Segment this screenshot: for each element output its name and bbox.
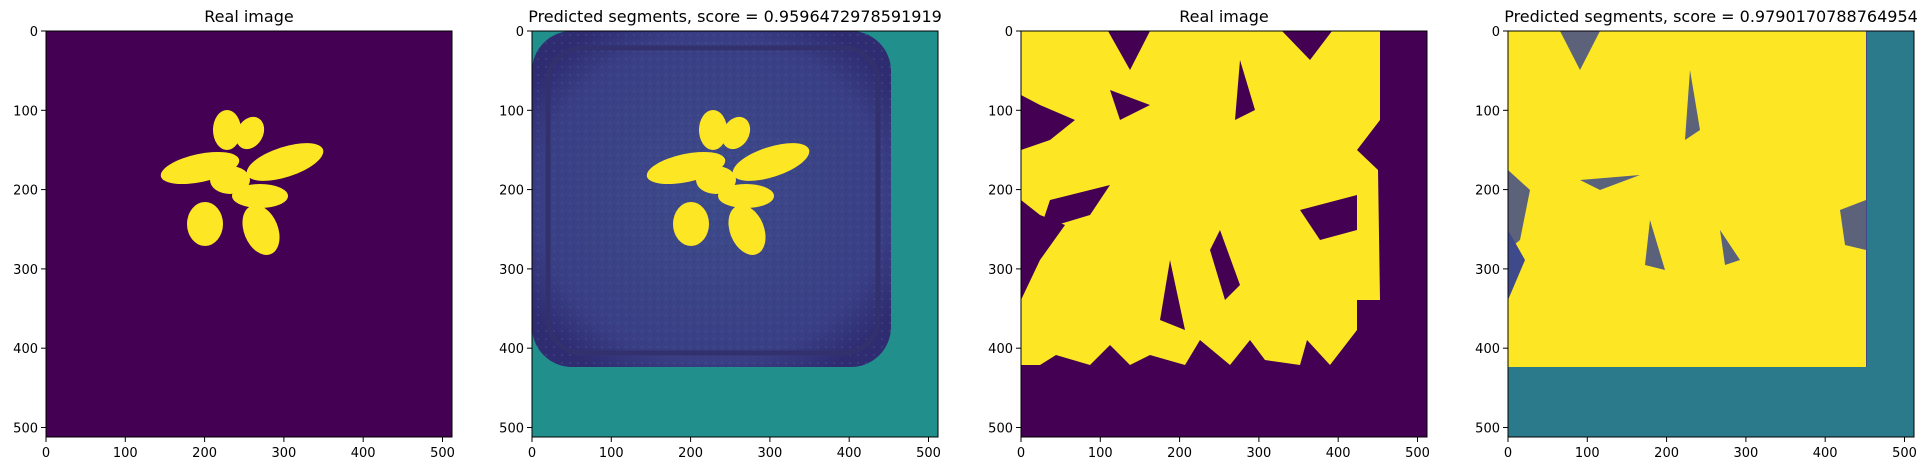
- x-tick-label: 100: [113, 446, 138, 461]
- x-tick-label: 100: [1088, 446, 1113, 461]
- y-tick-label: 0: [30, 25, 38, 40]
- panel-2: [532, 31, 938, 437]
- x-tick-label: 300: [271, 446, 296, 461]
- x-tick-label: 200: [192, 446, 217, 461]
- panel-1-axes: Real image 0 100 200 300 400 500 0 100 200 300 400 5…: [13, 7, 455, 461]
- y-tick-label: 100: [988, 104, 1013, 119]
- x-tick-label: 400: [1813, 446, 1838, 461]
- panel-4-frame: [1507, 30, 1915, 438]
- x-tick-label: 0: [1017, 446, 1025, 461]
- panel-4-title: Predicted segments, score = 0.9790170788…: [1504, 7, 1918, 26]
- x-tick-label: 400: [1326, 446, 1351, 461]
- x-tick-label: 500: [430, 446, 455, 461]
- x-tick-label: 100: [599, 446, 624, 461]
- panel-3-frame: [1020, 30, 1428, 438]
- y-tick-label: 100: [1475, 104, 1500, 119]
- x-tick-label: 0: [1504, 446, 1512, 461]
- x-tick-label: 500: [1892, 446, 1917, 461]
- x-tick-label: 300: [1733, 446, 1758, 461]
- y-tick-label: 500: [1475, 421, 1500, 436]
- panel-3-image: [1021, 31, 1427, 437]
- panel-1-frame: [45, 30, 453, 438]
- y-tick-label: 0: [1005, 25, 1013, 40]
- x-tick-label: 200: [678, 446, 703, 461]
- panel-4-axes: Predicted segments, score = 0.9790170788…: [1475, 7, 1918, 461]
- y-tick-label: 100: [499, 104, 524, 119]
- panel-1-image: [46, 31, 452, 437]
- panel-2-image: [532, 31, 938, 437]
- x-tick-label: 0: [528, 446, 536, 461]
- x-tick-label: 100: [1575, 446, 1600, 461]
- y-tick-label: 500: [499, 421, 524, 436]
- panel-4: [1508, 31, 1914, 437]
- panel-1: [46, 31, 452, 437]
- x-tick-label: 0: [42, 446, 50, 461]
- panel-4-image: [1508, 31, 1914, 437]
- y-tick-label: 500: [13, 421, 38, 436]
- panel-2-title: Predicted segments, score = 0.9596472978…: [528, 7, 942, 26]
- x-tick-label: 500: [1405, 446, 1430, 461]
- y-tick-label: 300: [13, 263, 38, 278]
- y-tick-label: 400: [988, 342, 1013, 357]
- panel-3: [1021, 31, 1427, 437]
- panel-1-title: Real image: [204, 7, 293, 26]
- y-tick-label: 100: [13, 104, 38, 119]
- x-tick-label: 200: [1167, 446, 1192, 461]
- panel-3-axes: Real image 0 100 200 300 400 500 0 100 200 300 400 5…: [988, 7, 1430, 461]
- x-tick-label: 400: [837, 446, 862, 461]
- y-tick-label: 300: [1475, 263, 1500, 278]
- axes-overlay: Real image 0 100 200 300 400 500 0 100 200 300 400 5…: [13, 7, 1918, 461]
- y-tick-label: 200: [988, 184, 1013, 199]
- x-tick-label: 500: [916, 446, 941, 461]
- x-tick-label: 200: [1654, 446, 1679, 461]
- y-tick-label: 0: [1492, 25, 1500, 40]
- x-tick-label: 300: [757, 446, 782, 461]
- y-tick-label: 300: [988, 263, 1013, 278]
- y-tick-label: 400: [13, 342, 38, 357]
- panel-2-axes: Predicted segments, score = 0.9596472978…: [499, 7, 942, 461]
- y-tick-label: 300: [499, 263, 524, 278]
- y-tick-label: 0: [516, 25, 524, 40]
- panel-2-frame: [531, 30, 939, 438]
- y-tick-label: 200: [13, 184, 38, 199]
- y-tick-label: 200: [499, 184, 524, 199]
- y-tick-label: 500: [988, 421, 1013, 436]
- x-tick-label: 300: [1246, 446, 1271, 461]
- panel-3-title: Real image: [1179, 7, 1268, 26]
- y-tick-label: 200: [1475, 184, 1500, 199]
- x-tick-label: 400: [351, 446, 376, 461]
- y-tick-label: 400: [499, 342, 524, 357]
- y-tick-label: 400: [1475, 342, 1500, 357]
